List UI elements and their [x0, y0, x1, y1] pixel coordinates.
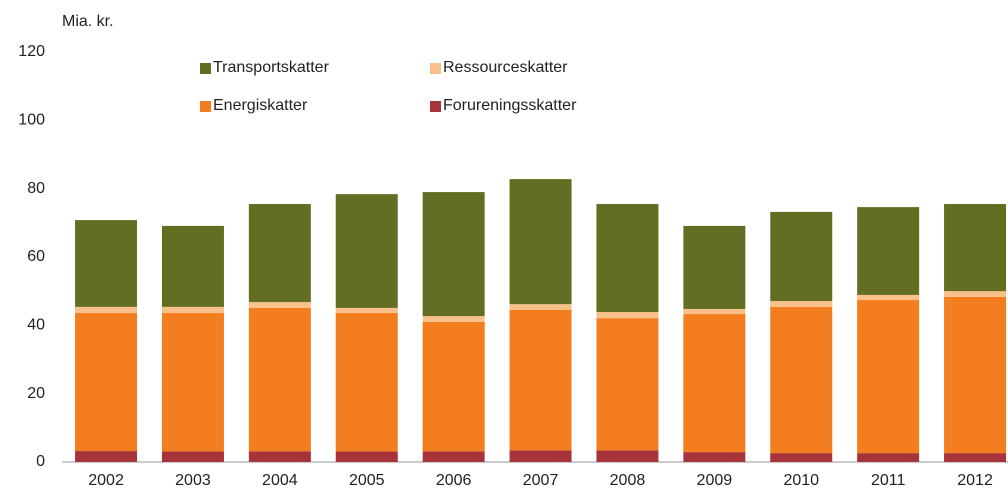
bar-segment	[683, 308, 746, 315]
bar-segment	[422, 321, 485, 452]
bar-segment	[944, 296, 1007, 454]
x-tick-label: 2004	[262, 472, 298, 489]
bar-segment	[770, 211, 833, 302]
x-tick-label: 2010	[783, 472, 819, 489]
bar-segment	[683, 314, 746, 453]
legend-swatch	[200, 63, 211, 74]
x-tick-label: 2011	[871, 472, 906, 489]
bar-segment	[335, 451, 398, 462]
x-tick-label: 2006	[436, 472, 472, 489]
bar-segment	[944, 204, 1007, 292]
y-tick-label: 40	[27, 317, 45, 334]
legend-swatch	[200, 101, 211, 112]
legend-label: Forureningsskatter	[443, 97, 577, 114]
bar-segment	[509, 450, 572, 462]
bar-segment	[248, 451, 311, 462]
bar-segment	[944, 453, 1007, 462]
bar-segment	[509, 179, 572, 305]
legend-label: Ressourceskatter	[443, 59, 568, 76]
bar-segment	[75, 220, 138, 307]
bar-segment	[683, 225, 746, 309]
y-tick-label: 0	[36, 453, 45, 470]
bar-segment	[770, 306, 833, 454]
y-tick-label: 60	[27, 248, 45, 265]
y-axis-label: Mia. kr.	[62, 13, 114, 30]
bar-segment	[509, 304, 572, 310]
bar-segment	[944, 291, 1007, 297]
bar-segment	[161, 225, 224, 307]
bar-segment	[857, 300, 920, 454]
bar-segment	[335, 194, 398, 308]
bar-segment	[596, 450, 659, 462]
bar-segment	[248, 204, 311, 303]
bar-segment	[248, 307, 311, 452]
x-tick-label: 2012	[957, 472, 993, 489]
bar-segment	[422, 192, 485, 317]
x-tick-label: 2002	[88, 472, 124, 489]
x-tick-label: 2007	[523, 472, 559, 489]
bar-segment	[75, 451, 138, 462]
bar-segment	[161, 313, 224, 452]
bar-segment	[857, 207, 920, 295]
y-tick-label: 20	[27, 385, 45, 402]
y-tick-label: 100	[18, 112, 45, 129]
bar-segment	[596, 318, 659, 451]
bar-segment	[335, 313, 398, 452]
bar-segment	[248, 302, 311, 308]
bar-segment	[161, 306, 224, 314]
bar-segment	[161, 451, 224, 462]
bar-segment	[683, 452, 746, 462]
legend-label: Transportskatter	[213, 59, 330, 76]
y-tick-label: 80	[27, 180, 45, 197]
x-tick-label: 2005	[349, 472, 385, 489]
legend-swatch	[430, 101, 441, 112]
bar-segment	[770, 301, 833, 307]
bar-segment	[75, 306, 138, 314]
bar-segment	[422, 316, 485, 322]
bar-segment	[770, 453, 833, 462]
bar-segment	[335, 307, 398, 314]
bar-segment	[596, 204, 659, 313]
bar-segment	[857, 294, 920, 301]
bar-segment	[509, 309, 572, 451]
y-tick-label: 120	[18, 43, 45, 60]
legend-label: Energiskatter	[213, 97, 308, 114]
x-tick-label: 2008	[610, 472, 646, 489]
bar-segment	[75, 313, 138, 452]
bar-segment	[596, 312, 659, 319]
bar-segment	[857, 453, 920, 462]
bar-segment	[422, 451, 485, 462]
legend-swatch	[430, 63, 441, 74]
x-tick-label: 2009	[697, 472, 733, 489]
x-tick-label: 2003	[175, 472, 211, 489]
